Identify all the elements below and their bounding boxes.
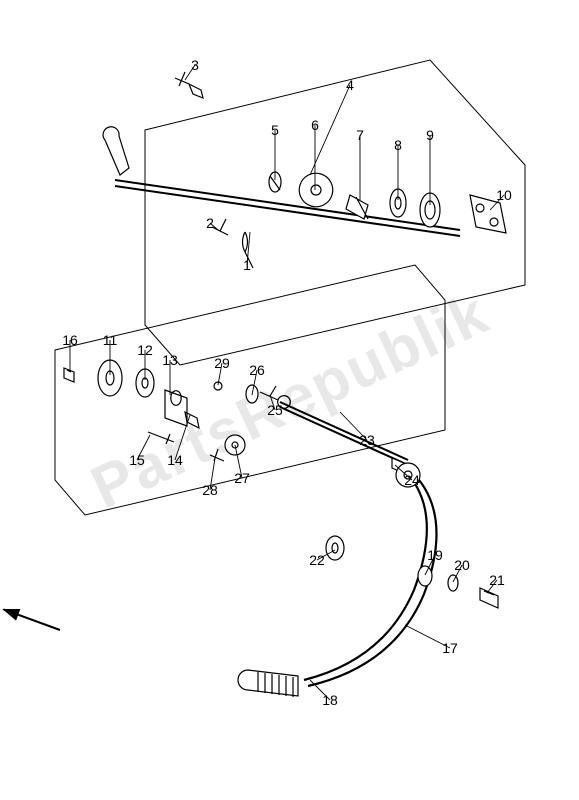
callout-7: 7 — [356, 127, 364, 143]
diagram-canvas: PartsRepublik 12345678910111213141516171… — [0, 0, 579, 800]
callout-8: 8 — [394, 137, 402, 153]
callout-4: 4 — [346, 77, 354, 93]
callout-18: 18 — [322, 692, 338, 708]
callout-23: 23 — [359, 432, 375, 448]
callout-29: 29 — [214, 355, 230, 371]
callout-11: 11 — [103, 332, 118, 348]
callout-5: 5 — [271, 122, 279, 138]
callout-28: 28 — [202, 482, 218, 498]
callout-10: 10 — [496, 187, 512, 203]
callout-19: 19 — [427, 547, 443, 563]
direction-arrow — [4, 609, 20, 619]
callout-9: 9 — [426, 127, 434, 143]
callout-16: 16 — [62, 332, 78, 348]
callout-3: 3 — [191, 57, 199, 73]
callout-17: 17 — [442, 640, 458, 656]
callout-24: 24 — [404, 472, 420, 488]
callout-2: 2 — [206, 215, 214, 231]
callout-13: 13 — [162, 352, 178, 368]
callout-26: 26 — [249, 362, 265, 378]
callout-6: 6 — [311, 117, 319, 133]
callout-12: 12 — [137, 342, 153, 358]
callout-20: 20 — [454, 557, 470, 573]
callout-21: 21 — [489, 572, 505, 588]
diagram-svg — [0, 0, 579, 800]
callout-1: 1 — [243, 257, 251, 273]
callout-15: 15 — [129, 452, 145, 468]
callout-25: 25 — [267, 402, 283, 418]
callout-27: 27 — [234, 470, 250, 486]
callout-14: 14 — [167, 452, 183, 468]
callout-22: 22 — [309, 552, 325, 568]
